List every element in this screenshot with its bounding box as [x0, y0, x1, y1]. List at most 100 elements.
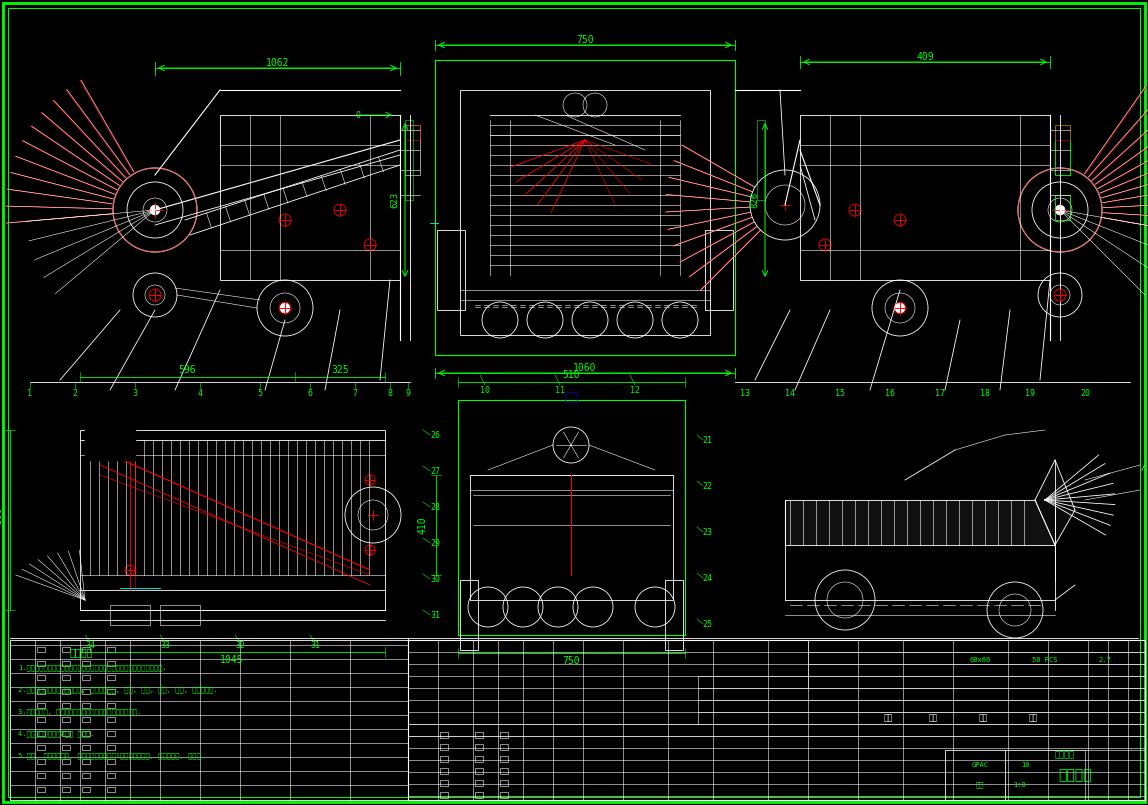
Bar: [107, 689, 115, 694]
Circle shape: [150, 205, 160, 215]
Bar: [37, 773, 45, 778]
Bar: [460, 90, 709, 335]
Bar: [107, 759, 115, 764]
Bar: [475, 768, 483, 774]
Bar: [705, 230, 734, 310]
Text: 31: 31: [310, 641, 320, 650]
Bar: [62, 703, 70, 708]
Bar: [440, 756, 448, 762]
Polygon shape: [785, 500, 1055, 545]
Text: 3.母通次内件, 必须完好地与粗山，保证吗良岘合有内容内.: 3.母通次内件, 必须完好地与粗山，保证吗良岘合有内容内.: [18, 708, 141, 716]
Text: 409: 409: [916, 52, 933, 62]
Bar: [37, 731, 45, 736]
Bar: [62, 787, 70, 792]
Text: 13: 13: [740, 389, 750, 398]
Bar: [757, 120, 765, 200]
Text: 60x60: 60x60: [969, 657, 991, 663]
Bar: [85, 430, 135, 460]
Bar: [565, 392, 577, 402]
Text: 10: 10: [480, 386, 490, 394]
Bar: [107, 675, 115, 680]
Bar: [501, 744, 509, 750]
Text: 1: 1: [28, 389, 32, 398]
Bar: [435, 60, 735, 355]
Bar: [1004, 750, 1085, 800]
Bar: [501, 732, 509, 738]
Text: 4: 4: [197, 389, 202, 398]
Text: 2: 2: [72, 389, 78, 398]
Bar: [800, 115, 1050, 280]
Bar: [107, 647, 115, 652]
Bar: [62, 689, 70, 694]
Text: 22: 22: [701, 481, 712, 490]
Bar: [475, 744, 483, 750]
Bar: [82, 787, 90, 792]
Bar: [62, 745, 70, 750]
Bar: [107, 717, 115, 722]
Text: 33: 33: [160, 641, 170, 650]
Text: 21: 21: [701, 436, 712, 444]
Text: 比例: 比例: [976, 782, 984, 788]
Bar: [945, 750, 1004, 800]
Text: 11: 11: [554, 386, 565, 394]
Bar: [37, 689, 45, 694]
Bar: [37, 661, 45, 666]
Text: 27: 27: [430, 467, 440, 476]
Text: 二级总图: 二级总图: [1058, 768, 1092, 782]
Bar: [440, 768, 448, 774]
Text: 16: 16: [885, 389, 895, 398]
Bar: [80, 430, 385, 610]
Bar: [945, 750, 1145, 800]
Text: 17: 17: [934, 389, 945, 398]
Bar: [37, 787, 45, 792]
Text: 25: 25: [701, 620, 712, 629]
Text: 3: 3: [132, 389, 138, 398]
Text: 7: 7: [352, 389, 357, 398]
Bar: [440, 792, 448, 798]
Text: 9: 9: [405, 389, 411, 398]
Text: GPAC: GPAC: [971, 762, 988, 768]
Bar: [37, 759, 45, 764]
Text: 1.所有抓自工件必须使用（电弧焊接，气安），并且各工件必须吴差小于低.: 1.所有抓自工件必须使用（电弧焊接，气安），并且各工件必须吴差小于低.: [18, 665, 166, 671]
Bar: [1055, 195, 1070, 220]
Text: 2.全部損尺大连接处必须为平坌, 不允许有飞边, 凌幸, 还山, 开裂, 行利, 和气渗漏等.: 2.全部損尺大连接处必须为平坌, 不允许有飞边, 凌幸, 还山, 开裂, 行利,…: [18, 687, 218, 693]
Text: 34: 34: [85, 641, 95, 650]
Text: 20: 20: [1080, 389, 1089, 398]
Bar: [37, 647, 45, 652]
Text: 31: 31: [430, 610, 440, 620]
Text: 1045: 1045: [220, 655, 243, 665]
Bar: [82, 703, 90, 708]
Text: 500: 500: [0, 506, 3, 524]
Text: 18: 18: [980, 389, 990, 398]
Text: 2.7: 2.7: [1099, 657, 1111, 663]
Bar: [405, 125, 420, 175]
Text: 10: 10: [1021, 762, 1030, 768]
Bar: [62, 759, 70, 764]
Text: 26: 26: [430, 431, 440, 440]
Bar: [82, 773, 90, 778]
Bar: [110, 605, 150, 625]
Bar: [440, 744, 448, 750]
Text: 19: 19: [1025, 389, 1035, 398]
Text: 二级总图: 二级总图: [1055, 750, 1075, 759]
Circle shape: [1055, 205, 1065, 215]
Bar: [107, 661, 115, 666]
Bar: [37, 703, 45, 708]
Bar: [62, 773, 70, 778]
Bar: [440, 780, 448, 786]
Text: 6: 6: [308, 389, 312, 398]
Bar: [107, 745, 115, 750]
Text: 24: 24: [701, 573, 712, 583]
Text: 1:8: 1:8: [1014, 782, 1026, 788]
Bar: [37, 745, 45, 750]
Bar: [85, 430, 135, 460]
Bar: [408, 640, 1145, 800]
Bar: [405, 120, 413, 200]
Bar: [220, 115, 400, 280]
Text: 8: 8: [388, 389, 393, 398]
Bar: [62, 675, 70, 680]
Bar: [475, 732, 483, 738]
Text: 材料: 材料: [883, 713, 893, 723]
Bar: [62, 647, 70, 652]
Bar: [501, 792, 509, 798]
